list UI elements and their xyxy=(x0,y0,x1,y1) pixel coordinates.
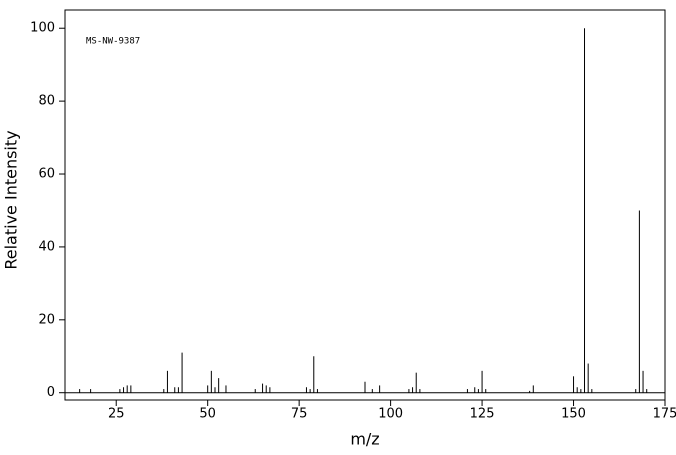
plot-frame xyxy=(64,9,666,401)
x-tick-label: 25 xyxy=(108,407,125,422)
y-axis-label: Relative Intensity xyxy=(2,130,21,269)
x-tick-label: 75 xyxy=(291,407,308,422)
y-tick-label: 100 xyxy=(30,21,55,36)
x-tick-label: 50 xyxy=(199,407,216,422)
annotation: MS-NW-9387 xyxy=(86,37,140,47)
y-tick-label: 80 xyxy=(38,94,55,109)
x-tick-label: 125 xyxy=(470,407,495,422)
x-tick-label: 100 xyxy=(378,407,403,422)
y-tick-label: 60 xyxy=(38,167,55,182)
x-tick-label: 175 xyxy=(653,407,676,422)
x-axis-label: m/z xyxy=(350,430,379,449)
y-tick-label: 40 xyxy=(38,239,55,254)
y-tick-label: 20 xyxy=(38,312,55,327)
y-tick-label: 0 xyxy=(47,385,55,400)
x-tick-label: 150 xyxy=(561,407,586,422)
